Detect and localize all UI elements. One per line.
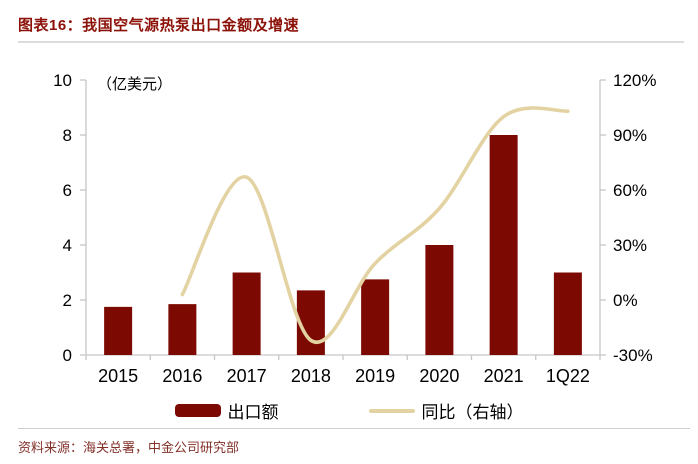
legend-item-yoy: 同比（右轴） bbox=[368, 398, 524, 423]
x-axis-category-label: 2021 bbox=[484, 366, 524, 386]
right-axis-tick-label: 90% bbox=[613, 126, 647, 145]
x-axis-category-label: 2017 bbox=[227, 366, 267, 386]
left-axis-tick-label: 2 bbox=[63, 291, 72, 310]
bar-1Q22 bbox=[553, 272, 582, 355]
source-note: 资料来源：海关总署，中金公司研究部 bbox=[18, 440, 240, 455]
bar-series-swatch-icon bbox=[174, 404, 221, 417]
legend-label-yoy: 同比（右轴） bbox=[421, 403, 524, 422]
x-axis-category-label: 1Q22 bbox=[546, 366, 590, 386]
x-axis-category-label: 2015 bbox=[98, 366, 138, 386]
x-axis-category-label: 2020 bbox=[419, 366, 459, 386]
bar-2021 bbox=[489, 135, 518, 355]
right-axis-tick-label: -30% bbox=[613, 346, 653, 365]
left-axis-tick-label: 0 bbox=[63, 346, 72, 365]
line-series-swatch-icon bbox=[368, 408, 415, 413]
right-axis-tick-label: 120% bbox=[613, 71, 656, 90]
bar-2020 bbox=[425, 245, 454, 355]
left-axis-tick-label: 6 bbox=[63, 181, 72, 200]
chart-legend: 出口额 同比（右轴） bbox=[0, 398, 698, 423]
left-axis-tick-label: 4 bbox=[63, 236, 72, 255]
x-axis-category-label: 2016 bbox=[162, 366, 202, 386]
bar-2017 bbox=[232, 272, 261, 355]
legend-item-export-amount: 出口额 bbox=[174, 398, 279, 423]
right-axis-tick-label: 0% bbox=[613, 291, 638, 310]
bar-2016 bbox=[168, 304, 197, 355]
right-axis-tick-label: 60% bbox=[613, 181, 647, 200]
x-axis-category-label: 2018 bbox=[291, 366, 331, 386]
left-axis-tick-label: 10 bbox=[53, 71, 72, 90]
right-axis-tick-label: 30% bbox=[613, 236, 647, 255]
bar-2019 bbox=[361, 279, 390, 355]
footer-divider bbox=[18, 428, 690, 429]
legend-label-export-amount: 出口额 bbox=[227, 403, 279, 422]
x-axis-category-label: 2019 bbox=[355, 366, 395, 386]
title-divider bbox=[18, 41, 684, 43]
bar-2015 bbox=[104, 306, 133, 355]
left-axis-unit-label: （亿美元） bbox=[97, 76, 172, 93]
figure-title: 图表16：我国空气源热泵出口金额及增速 bbox=[18, 17, 300, 34]
yoy-growth-line bbox=[180, 106, 570, 345]
left-axis-tick-label: 8 bbox=[63, 126, 72, 145]
